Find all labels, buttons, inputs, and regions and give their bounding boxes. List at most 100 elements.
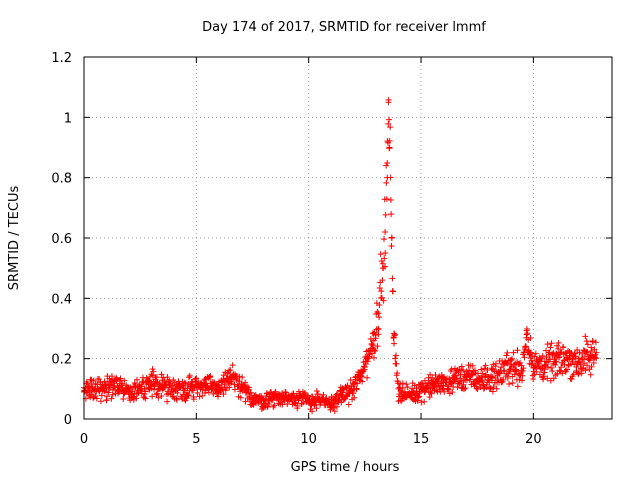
data-point	[376, 301, 383, 308]
data-point	[193, 375, 200, 382]
data-point	[364, 358, 371, 365]
data-point	[220, 391, 227, 398]
data-point	[138, 390, 145, 397]
data-point	[271, 394, 278, 401]
data-point	[397, 381, 404, 388]
data-point	[181, 379, 188, 386]
data-point	[134, 376, 141, 383]
data-point	[496, 370, 503, 377]
data-point	[451, 376, 458, 383]
data-point	[97, 398, 104, 405]
data-point	[387, 197, 394, 204]
data-point	[426, 394, 433, 401]
data-point	[385, 120, 392, 127]
data-point	[343, 385, 350, 392]
data-point	[593, 355, 600, 362]
data-point	[569, 358, 576, 365]
data-point	[210, 390, 217, 397]
data-point	[489, 388, 496, 395]
data-point	[552, 358, 559, 365]
data-point	[554, 370, 561, 377]
data-point	[173, 396, 180, 403]
data-point	[479, 377, 486, 384]
data-point	[154, 390, 161, 397]
data-point	[509, 379, 516, 386]
y-tick-label: 1.2	[51, 51, 72, 66]
data-point	[364, 374, 371, 381]
data-point	[544, 375, 551, 382]
data-point	[121, 377, 128, 384]
data-point	[582, 367, 589, 374]
data-point	[415, 394, 422, 401]
data-point	[316, 397, 323, 404]
data-point	[350, 390, 357, 397]
data-point	[166, 378, 173, 385]
data-point	[541, 361, 548, 368]
data-point	[521, 354, 528, 361]
y-tick-labels: 0 0.2 0.4 0.6 0.8 1 1.2	[51, 51, 72, 428]
data-point	[385, 99, 392, 106]
data-point	[404, 384, 411, 391]
data-point	[522, 343, 529, 350]
data-point	[388, 211, 395, 218]
data-point	[583, 348, 590, 355]
data-point	[523, 331, 530, 338]
data-point	[193, 382, 200, 389]
data-point	[142, 388, 149, 395]
data-point	[227, 367, 234, 374]
data-point	[555, 339, 562, 346]
data-point	[190, 396, 197, 403]
data-point	[153, 378, 160, 385]
data-point	[447, 379, 454, 386]
data-point	[377, 251, 384, 258]
data-point	[374, 308, 381, 315]
data-point	[215, 393, 222, 400]
data-point	[160, 374, 167, 381]
data-point	[586, 355, 593, 362]
y-tick-label: 0	[64, 413, 72, 428]
data-point	[418, 399, 425, 406]
data-point	[359, 378, 366, 385]
data-point	[375, 310, 382, 317]
data-point	[245, 384, 252, 391]
data-point	[552, 361, 559, 368]
data-point	[528, 357, 535, 364]
data-point	[260, 397, 267, 404]
data-point	[506, 380, 513, 387]
grid-lines	[84, 57, 612, 419]
data-point	[114, 382, 121, 389]
data-point	[108, 395, 115, 402]
data-point	[388, 235, 395, 241]
data-point	[478, 374, 485, 381]
data-points	[80, 96, 600, 415]
data-point	[370, 354, 377, 361]
data-point	[88, 391, 95, 398]
data-point	[432, 371, 439, 378]
data-point	[204, 382, 211, 389]
data-point	[119, 380, 126, 387]
data-point	[559, 370, 566, 377]
data-point	[164, 398, 171, 405]
data-point	[402, 391, 409, 398]
data-point	[507, 361, 514, 368]
data-point	[372, 331, 379, 338]
data-point	[421, 398, 428, 405]
data-point	[185, 392, 192, 399]
data-point	[524, 330, 531, 337]
data-point	[382, 211, 389, 218]
data-point	[386, 137, 393, 144]
data-point	[560, 357, 567, 364]
data-point	[487, 385, 494, 392]
data-point	[320, 391, 327, 398]
data-point	[562, 350, 569, 357]
data-point	[199, 392, 206, 399]
data-point	[560, 344, 567, 351]
data-point	[530, 364, 537, 371]
data-point	[142, 395, 149, 402]
data-point	[493, 385, 500, 392]
data-point	[555, 345, 562, 352]
data-point	[265, 401, 272, 408]
data-point	[182, 385, 189, 392]
data-point	[544, 364, 551, 371]
data-point	[328, 400, 335, 407]
